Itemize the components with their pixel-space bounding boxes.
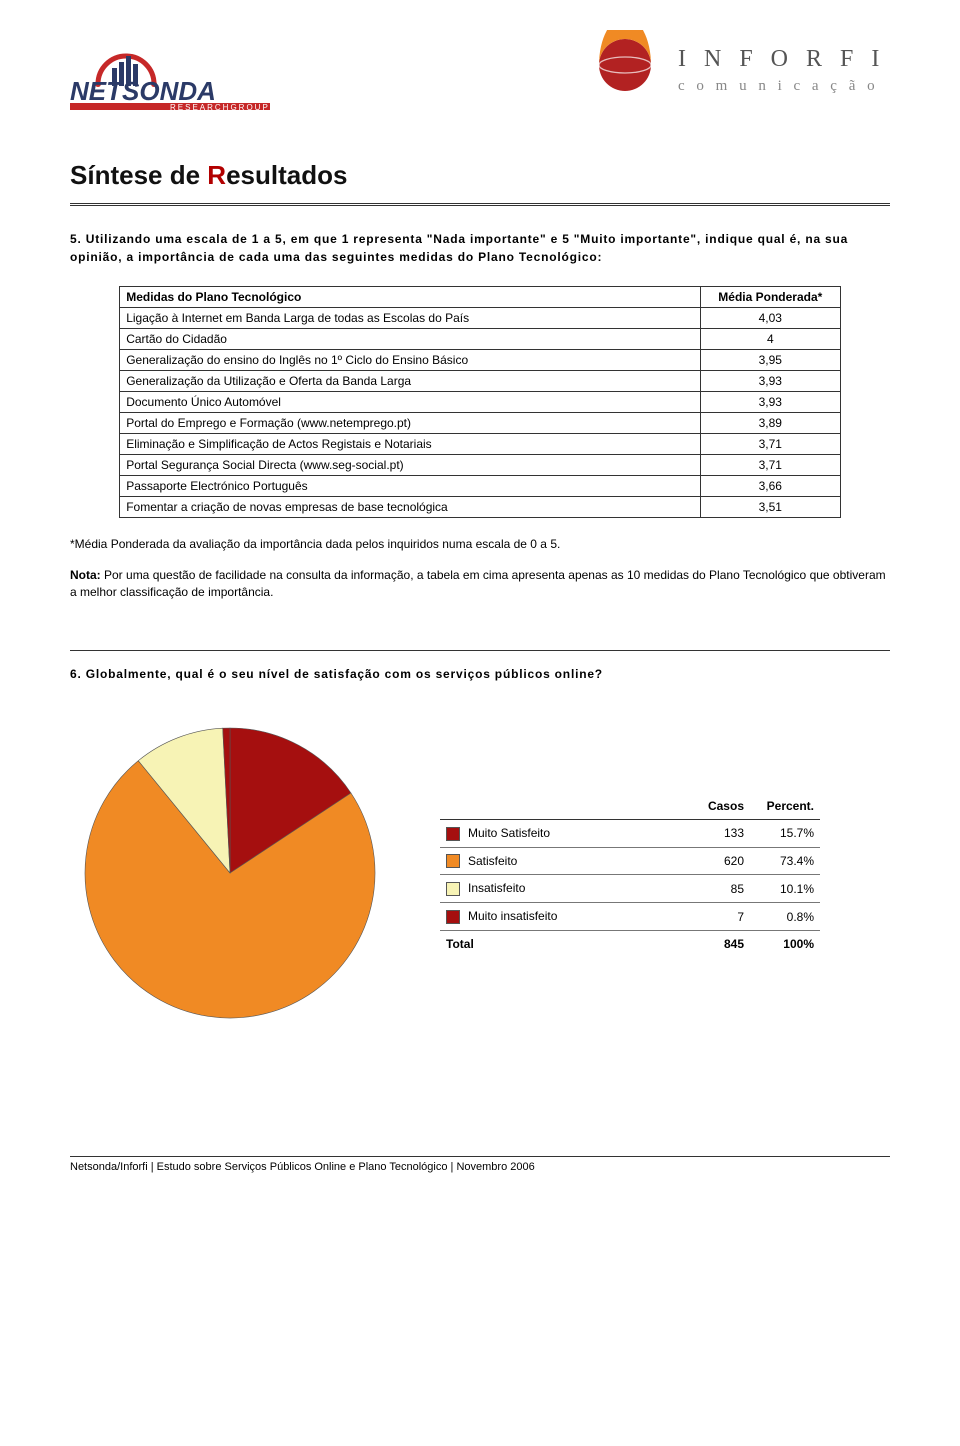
legend-percent: 0.8% — [750, 903, 820, 931]
page-title: Síntese de Resultados — [70, 160, 890, 191]
table-row: Portal do Emprego e Formação (www.netemp… — [120, 413, 841, 434]
netsonda-logo: NETSONDA RESEARCHGROUP — [70, 30, 280, 110]
legend-total-percent: 100% — [750, 931, 820, 958]
q5-text: 5. Utilizando uma escala de 1 a 5, em qu… — [70, 230, 890, 266]
measure-label: Portal Segurança Social Directa (www.seg… — [120, 455, 701, 476]
satisfaction-legend: Casos Percent. Muito Satisfeito13315.7%S… — [440, 793, 820, 957]
measure-value: 3,71 — [700, 434, 840, 455]
legend-label: Insatisfeito — [468, 881, 525, 895]
measure-value: 3,71 — [700, 455, 840, 476]
inforfi-logo-icon: I N F O R F I c o m u n i c a ç ã o — [590, 30, 890, 120]
legend-label-cell: Insatisfeito — [440, 875, 680, 903]
table-row: Fomentar a criação de novas empresas de … — [120, 497, 841, 518]
legend-row: Muito Satisfeito 13315.7% — [440, 819, 820, 847]
measure-label: Portal do Emprego e Formação (www.netemp… — [120, 413, 701, 434]
legend-swatch — [446, 827, 460, 841]
measure-label: Eliminação e Simplificação de Actos Regi… — [120, 434, 701, 455]
legend-percent: 15.7% — [750, 819, 820, 847]
table-row: Generalização do ensino do Inglês no 1º … — [120, 350, 841, 371]
page-title-part1: Síntese de — [70, 160, 207, 190]
table-row: Passaporte Electrónico Português3,66 — [120, 476, 841, 497]
q5-footnote: *Média Ponderada da avaliação da importâ… — [70, 536, 890, 553]
legend-label: Satisfeito — [468, 854, 517, 868]
netsonda-logo-sub: RESEARCHGROUP — [170, 103, 270, 110]
netsonda-logo-text: NETSONDA — [70, 76, 216, 106]
legend-row: Muito insatisfeito 70.8% — [440, 903, 820, 931]
measure-label: Fomentar a criação de novas empresas de … — [120, 497, 701, 518]
measures-table: Medidas do Plano Tecnológico Média Ponde… — [119, 286, 841, 518]
legend-total-label: Total — [440, 931, 680, 958]
q5-note-label: Nota: — [70, 568, 101, 582]
legend-label: Muito insatisfeito — [468, 909, 557, 923]
table-row: Eliminação e Simplificação de Actos Regi… — [120, 434, 841, 455]
inforfi-logo: I N F O R F I c o m u n i c a ç ã o — [590, 30, 890, 120]
legend-col-percent: Percent. — [750, 793, 820, 820]
legend-label-cell: Muito Satisfeito — [440, 819, 680, 847]
q6-divider — [70, 650, 890, 651]
legend-cases: 133 — [680, 819, 750, 847]
measure-label: Generalização do ensino do Inglês no 1º … — [120, 350, 701, 371]
legend-total-cases: 845 — [680, 931, 750, 958]
q5-note-text: Por uma questão de facilidade na consult… — [70, 568, 886, 599]
measure-label: Cartão do Cidadão — [120, 329, 701, 350]
netsonda-logo-icon: NETSONDA RESEARCHGROUP — [70, 30, 280, 110]
legend-percent: 10.1% — [750, 875, 820, 903]
table-row: Documento Único Automóvel3,93 — [120, 392, 841, 413]
header-logos: NETSONDA RESEARCHGROUP I N F O R F I c o… — [70, 30, 890, 120]
measure-label: Generalização da Utilização e Oferta da … — [120, 371, 701, 392]
measure-label: Ligação à Internet em Banda Larga de tod… — [120, 308, 701, 329]
legend-cases: 85 — [680, 875, 750, 903]
measure-value: 3,95 — [700, 350, 840, 371]
page-title-red: R — [207, 160, 226, 190]
measure-value: 3,93 — [700, 371, 840, 392]
page-footer: Netsonda/Inforfi | Estudo sobre Serviços… — [70, 1156, 890, 1173]
measure-label: Documento Único Automóvel — [120, 392, 701, 413]
legend-swatch — [446, 854, 460, 868]
page-title-rest: esultados — [226, 160, 347, 190]
legend-label-cell: Muito insatisfeito — [440, 903, 680, 931]
measure-value: 4 — [700, 329, 840, 350]
table-row: Generalização da Utilização e Oferta da … — [120, 371, 841, 392]
legend-cases: 620 — [680, 847, 750, 875]
legend-label: Muito Satisfeito — [468, 826, 550, 840]
measure-label: Passaporte Electrónico Português — [120, 476, 701, 497]
legend-label-cell: Satisfeito — [440, 847, 680, 875]
legend-row: Satisfeito 62073.4% — [440, 847, 820, 875]
title-divider — [70, 203, 890, 206]
q5-note: Nota: Por uma questão de facilidade na c… — [70, 567, 890, 601]
measures-col1: Medidas do Plano Tecnológico — [120, 287, 701, 308]
legend-col-empty — [440, 793, 680, 820]
legend-col-cases: Casos — [680, 793, 750, 820]
legend-total-row: Total845100% — [440, 931, 820, 958]
table-row: Cartão do Cidadão4 — [120, 329, 841, 350]
legend-cases: 7 — [680, 903, 750, 931]
legend-row: Insatisfeito 8510.1% — [440, 875, 820, 903]
legend-swatch — [446, 910, 460, 924]
q6-text: 6. Globalmente, qual é o seu nível de sa… — [70, 665, 890, 683]
inforfi-logo-text: I N F O R F I — [678, 46, 885, 72]
measure-value: 3,51 — [700, 497, 840, 518]
measure-value: 4,03 — [700, 308, 840, 329]
measures-col2: Média Ponderada* — [700, 287, 840, 308]
table-row: Ligação à Internet em Banda Larga de tod… — [120, 308, 841, 329]
inforfi-logo-sub: c o m u n i c a ç ã o — [678, 78, 879, 94]
measure-value: 3,89 — [700, 413, 840, 434]
table-row: Portal Segurança Social Directa (www.seg… — [120, 455, 841, 476]
legend-swatch — [446, 882, 460, 896]
measure-value: 3,66 — [700, 476, 840, 497]
measure-value: 3,93 — [700, 392, 840, 413]
satisfaction-pie — [70, 713, 410, 1036]
legend-percent: 73.4% — [750, 847, 820, 875]
